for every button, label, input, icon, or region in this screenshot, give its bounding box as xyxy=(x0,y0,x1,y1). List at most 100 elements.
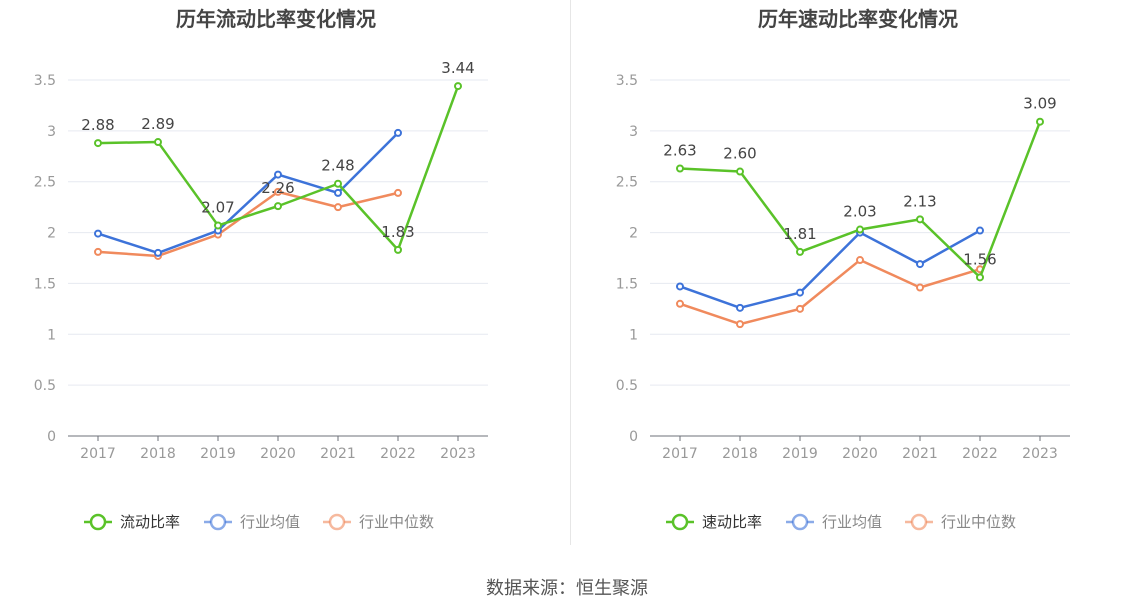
x-tick-label: 2023 xyxy=(1022,446,1058,462)
y-tick-label: 2 xyxy=(629,226,638,242)
legend-label[interactable]: 行业均值 xyxy=(240,513,300,531)
y-tick-label: 0 xyxy=(629,429,638,445)
x-tick-label: 2018 xyxy=(722,446,758,462)
data-point[interactable] xyxy=(274,170,282,179)
chart-divider xyxy=(570,0,571,545)
data-point[interactable] xyxy=(916,283,924,292)
x-tick-label: 2020 xyxy=(260,446,296,462)
legend-marker[interactable] xyxy=(671,513,689,531)
series-line-3 xyxy=(679,258,981,326)
data-point[interactable] xyxy=(796,288,804,297)
data-point[interactable] xyxy=(676,299,684,308)
series-line-2 xyxy=(679,229,981,310)
data-label: 2.13 xyxy=(903,192,936,210)
data-point[interactable] xyxy=(796,304,804,313)
data-label: 2.48 xyxy=(321,157,354,175)
data-point[interactable] xyxy=(736,320,744,329)
chart-title: 历年流动比率变化情况 xyxy=(176,7,376,31)
data-point[interactable] xyxy=(334,179,342,188)
data-label: 2.03 xyxy=(843,203,876,221)
data-label: 2.60 xyxy=(723,145,756,163)
data-point[interactable] xyxy=(796,247,804,256)
data-label: 3.09 xyxy=(1023,95,1056,113)
legend-label[interactable]: 行业均值 xyxy=(822,513,882,531)
data-point[interactable] xyxy=(856,225,864,234)
data-point[interactable] xyxy=(154,138,162,147)
series-line-2 xyxy=(97,132,399,255)
y-tick-label: 3 xyxy=(629,124,638,140)
data-point[interactable] xyxy=(916,215,924,224)
data-label: 2.26 xyxy=(261,179,294,197)
x-tick-label: 2017 xyxy=(662,446,698,462)
y-tick-label: 2.5 xyxy=(34,175,56,191)
x-tick-label: 2019 xyxy=(200,446,236,462)
y-tick-label: 2.5 xyxy=(616,175,638,191)
data-label: 2.89 xyxy=(141,115,174,133)
data-point[interactable] xyxy=(274,187,282,196)
data-point[interactable] xyxy=(94,229,102,238)
chart-2: 历年速动比率变化情况 0 0.5 1 1.5 2 2.5 3 3.5 2017 2018 2019 20… xyxy=(616,7,1070,531)
chart-1: 历年流动比率变化情况 0 0.5 1 1.5 2 2.5 3 3.5 2017 2018 2019 20… xyxy=(34,7,488,531)
x-tick-label: 2019 xyxy=(782,446,818,462)
y-tick-label: 0.5 xyxy=(616,378,638,394)
y-tick-label: 0 xyxy=(47,429,56,445)
y-tick-label: 2 xyxy=(47,226,56,242)
data-point[interactable] xyxy=(676,164,684,173)
y-tick-label: 3.5 xyxy=(616,73,638,89)
data-point[interactable] xyxy=(856,256,864,265)
data-point[interactable] xyxy=(736,303,744,312)
y-tick-label: 3 xyxy=(47,124,56,140)
y-tick-label: 1.5 xyxy=(616,276,638,292)
data-point[interactable] xyxy=(916,260,924,269)
data-point[interactable] xyxy=(274,202,282,211)
y-tick-label: 0.5 xyxy=(34,378,56,394)
y-tick-label: 1 xyxy=(47,327,56,343)
chart-title: 历年速动比率变化情况 xyxy=(758,7,958,31)
y-tick-label: 1 xyxy=(629,327,638,343)
legend-label[interactable]: 行业中位数 xyxy=(359,513,434,531)
x-tick-label: 2021 xyxy=(320,446,356,462)
x-tick-label: 2020 xyxy=(842,446,878,462)
x-tick-label: 2018 xyxy=(140,446,176,462)
x-tick-label: 2022 xyxy=(962,446,998,462)
x-tick-label: 2017 xyxy=(80,446,116,462)
legend-marker[interactable] xyxy=(791,513,809,531)
data-point[interactable] xyxy=(394,188,402,197)
y-tick-label: 1.5 xyxy=(34,276,56,292)
data-source: 数据来源：恒生聚源 xyxy=(486,578,648,599)
data-label: 3.44 xyxy=(441,59,474,77)
x-tick-label: 2022 xyxy=(380,446,416,462)
data-point[interactable] xyxy=(1036,117,1044,126)
data-point[interactable] xyxy=(94,139,102,148)
legend-label[interactable]: 行业中位数 xyxy=(941,513,1016,531)
data-label: 2.07 xyxy=(201,198,234,216)
legend-label[interactable]: 速动比率 xyxy=(702,513,762,531)
data-label: 2.88 xyxy=(81,116,114,134)
legend-marker[interactable] xyxy=(209,513,227,531)
data-point[interactable] xyxy=(94,247,102,256)
data-label: 1.81 xyxy=(783,225,816,243)
legend-marker[interactable] xyxy=(89,513,107,531)
x-tick-label: 2021 xyxy=(902,446,938,462)
data-point[interactable] xyxy=(736,167,744,176)
data-label: 2.63 xyxy=(663,141,696,159)
x-tick-label: 2023 xyxy=(440,446,476,462)
data-point[interactable] xyxy=(334,188,342,197)
data-point[interactable] xyxy=(214,221,222,230)
legend-label[interactable]: 流动比率 xyxy=(120,513,180,531)
data-point[interactable] xyxy=(154,248,162,257)
series-line-3 xyxy=(97,190,399,258)
data-point[interactable] xyxy=(976,273,984,282)
data-point[interactable] xyxy=(454,82,462,91)
data-label: 1.83 xyxy=(381,223,414,241)
data-point[interactable] xyxy=(334,203,342,212)
legend-marker[interactable] xyxy=(328,513,346,531)
data-point[interactable] xyxy=(976,226,984,235)
data-label: 1.56 xyxy=(963,250,996,268)
data-point[interactable] xyxy=(676,282,684,291)
y-tick-label: 3.5 xyxy=(34,73,56,89)
data-point[interactable] xyxy=(394,245,402,254)
data-point[interactable] xyxy=(394,128,402,137)
legend-marker[interactable] xyxy=(910,513,928,531)
